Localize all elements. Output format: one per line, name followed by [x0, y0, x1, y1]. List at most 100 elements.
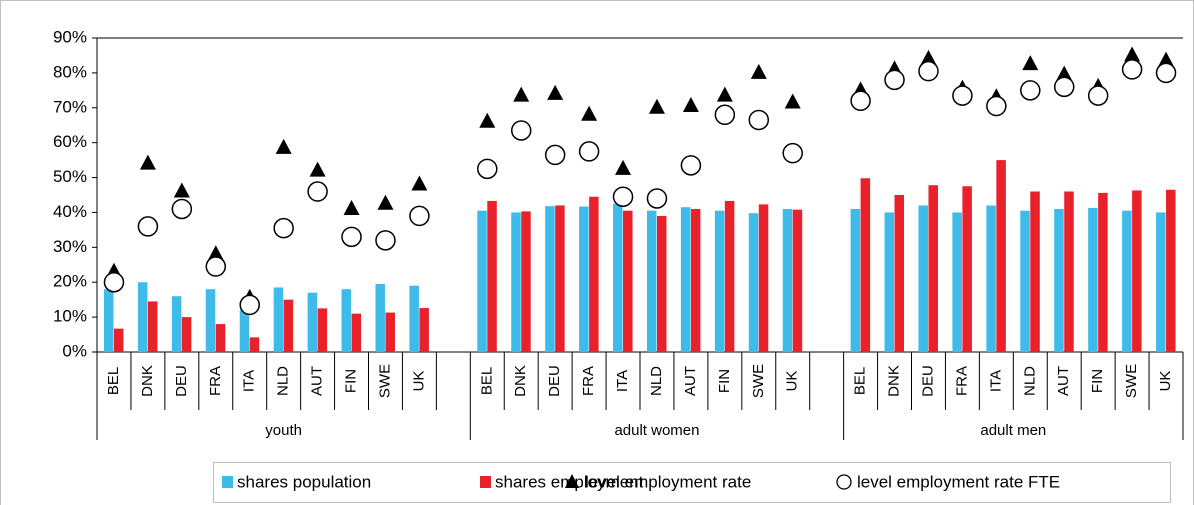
bar: [1064, 191, 1074, 352]
x-tick-label: SWE: [376, 364, 393, 398]
x-tick-label: DEU: [919, 365, 936, 397]
bar: [1132, 190, 1142, 352]
bar: [521, 211, 531, 352]
legend-label: level employment rate: [585, 472, 751, 491]
x-tick-label: AUT: [1055, 366, 1072, 396]
bar: [511, 212, 521, 352]
circle-marker: [544, 144, 566, 166]
bar: [680, 207, 691, 352]
x-tick-label: FRA: [580, 366, 597, 396]
bar: [928, 185, 938, 352]
bar: [962, 186, 972, 352]
circle-marker: [205, 256, 227, 277]
bar: [894, 195, 905, 352]
bar: [555, 205, 565, 352]
triangle-marker: [1158, 51, 1175, 67]
bar: [409, 285, 419, 352]
bar: [1030, 191, 1040, 352]
triangle-marker: [547, 84, 564, 100]
bar: [1020, 210, 1030, 352]
x-tick-label: ITA: [241, 370, 258, 392]
bar: [307, 292, 318, 352]
circle-marker: [171, 198, 193, 220]
circle-marker: [307, 181, 328, 202]
circle-marker: [646, 188, 668, 209]
y-tick-label: 30%: [53, 237, 87, 256]
triangle-marker: [682, 97, 699, 113]
bar: [623, 210, 633, 352]
triangle-marker: [513, 86, 530, 102]
triangle-marker: [581, 105, 598, 121]
bar: [918, 205, 928, 352]
x-tick-label: SWE: [1123, 364, 1140, 398]
bar: [1122, 210, 1132, 352]
circle-marker: [918, 60, 939, 82]
bar: [1088, 207, 1098, 352]
x-tick-label: FIN: [1089, 369, 1106, 393]
bar: [589, 196, 599, 352]
bar: [690, 208, 701, 352]
bar: [215, 324, 226, 352]
triangle-marker: [411, 175, 428, 191]
triangle-marker: [173, 182, 190, 198]
x-tick-label: AUT: [682, 366, 699, 396]
legend-label: level employment rate FTE: [857, 472, 1060, 491]
bar: [1098, 192, 1108, 352]
bar: [283, 299, 294, 352]
triangle-marker: [648, 98, 665, 114]
triangle-marker: [309, 161, 326, 177]
x-tick-label: UK: [784, 371, 801, 392]
group-label: youth: [265, 422, 302, 439]
triangle-marker: [784, 93, 801, 109]
bar: [579, 206, 589, 352]
bar: [884, 212, 895, 352]
bar: [1156, 212, 1166, 352]
x-tick-label: BEL: [478, 367, 495, 395]
circle-marker: [782, 142, 803, 164]
triangle-marker: [920, 49, 937, 65]
x-tick-label: NLD: [1021, 366, 1038, 396]
bar: [419, 308, 429, 352]
bar: [758, 204, 769, 352]
bar: [249, 337, 260, 352]
x-tick-label: FIN: [343, 369, 360, 393]
x-tick-label: FRA: [207, 366, 224, 396]
x-tick-label: UK: [1157, 371, 1174, 392]
x-tick-label: BEL: [105, 367, 122, 395]
bar: [239, 310, 250, 352]
x-tick-label: FIN: [716, 369, 733, 393]
triangle-marker: [716, 86, 733, 102]
bar: [477, 210, 487, 352]
circle-marker: [578, 141, 600, 162]
bar: [952, 212, 962, 352]
circle-marker: [341, 226, 362, 248]
bar: [113, 328, 124, 352]
y-tick-label: 40%: [53, 202, 87, 221]
y-tick-label: 10%: [53, 307, 87, 326]
x-tick-label: BEL: [852, 367, 869, 395]
x-tick-label: NLD: [648, 366, 665, 396]
circle-marker: [273, 217, 294, 239]
bar: [317, 308, 328, 352]
circle-marker: [952, 85, 973, 106]
x-tick-label: FRA: [953, 366, 970, 396]
circle-marker: [510, 120, 532, 141]
bar: [714, 210, 725, 352]
bar: [860, 178, 871, 352]
bar: [137, 282, 148, 352]
circle-marker: [714, 104, 736, 126]
circle-marker: [884, 69, 905, 91]
group-label: adult men: [980, 422, 1046, 439]
x-tick-label: AUT: [309, 366, 326, 396]
bar: [487, 200, 497, 352]
bar: [351, 313, 362, 352]
group-label: adult women: [614, 422, 699, 439]
y-tick-label: 80%: [53, 62, 87, 81]
circle-marker: [680, 155, 702, 176]
x-tick-label: ITA: [987, 370, 1004, 392]
x-tick-label: DNK: [512, 365, 529, 397]
y-tick-label: 50%: [53, 167, 87, 186]
y-tick-label: 0%: [62, 341, 87, 360]
circle-marker: [1053, 76, 1075, 98]
bar: [545, 206, 555, 352]
